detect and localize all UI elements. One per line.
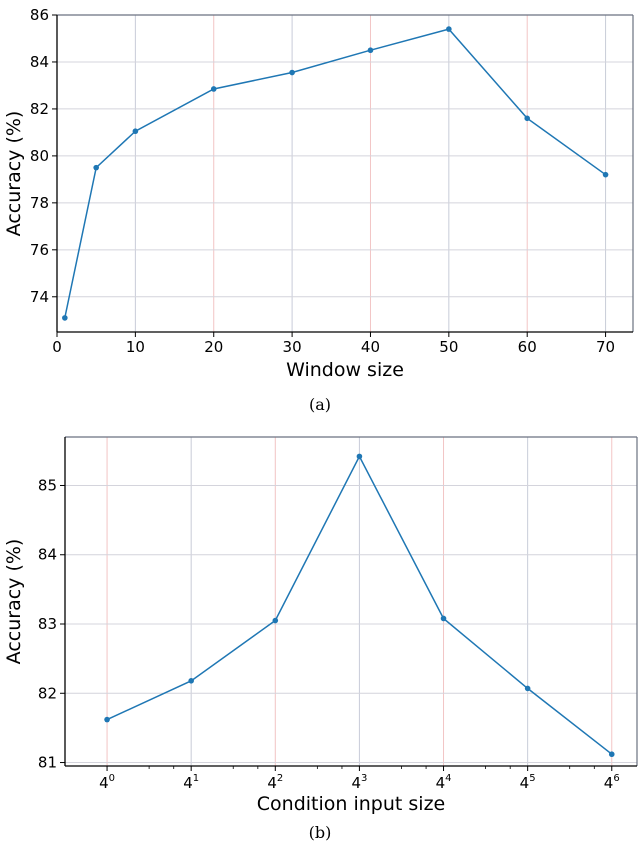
y-axis-label: Accuracy (%) <box>3 539 25 665</box>
y-tick-label: 83 <box>38 615 57 633</box>
y-tick-label: 82 <box>30 100 49 118</box>
data-point <box>289 69 295 76</box>
data-point <box>62 315 68 321</box>
x-tick-label: 70 <box>596 338 615 356</box>
data-point <box>93 164 99 171</box>
y-axis-label: Accuracy (%) <box>3 111 25 237</box>
x-tick-label: 30 <box>283 338 302 356</box>
data-point <box>440 615 447 622</box>
x-tick-label: 42 <box>267 773 283 792</box>
figure-caption: (a) <box>309 395 331 414</box>
x-tick-label: 46 <box>604 773 620 792</box>
x-tick-label: 0 <box>52 338 62 356</box>
x-tick-label: 45 <box>520 773 536 792</box>
data-point <box>524 115 531 122</box>
data-point <box>272 617 279 624</box>
x-axis-label: Condition input size <box>257 793 445 815</box>
y-tick-label: 84 <box>38 546 57 564</box>
chart-a: 0 10 20 30 40 50 60 70 74 76 78 80 82 84 86 Window size… <box>3 6 634 414</box>
y-tick-label: 84 <box>30 53 49 71</box>
data-point <box>367 47 374 54</box>
data-point <box>132 128 139 135</box>
data-point <box>210 86 217 92</box>
data-point <box>356 453 363 460</box>
y-tick-label: 81 <box>38 754 57 772</box>
y-tick-label: 80 <box>30 147 49 165</box>
y-tick-label: 85 <box>38 476 57 494</box>
data-point <box>446 26 452 32</box>
y-tick-label: 82 <box>38 684 57 702</box>
y-tick-label: 78 <box>30 194 49 212</box>
x-tick-label: 40 <box>99 773 115 792</box>
data-point <box>188 678 194 684</box>
chart-b: 40 41 42 43 44 45 46 81 82 83 84 85 Condition input … <box>3 436 638 842</box>
data-point <box>104 716 110 723</box>
x-axis-label: Window size <box>286 359 404 381</box>
y-tick-label: 86 <box>30 6 49 24</box>
y-tick-label: 74 <box>30 288 49 306</box>
x-tick-label: 50 <box>439 338 458 356</box>
data-point <box>602 171 609 178</box>
x-tick-label: 40 <box>361 338 380 356</box>
y-tick-label: 76 <box>30 241 49 259</box>
data-point <box>608 751 615 758</box>
x-tick-label: 43 <box>351 773 367 792</box>
series-line <box>64 28 607 319</box>
x-tick-label: 20 <box>204 338 223 356</box>
x-tick-label: 60 <box>518 338 537 356</box>
x-tick-label: 41 <box>183 773 199 792</box>
figure-caption: (b) <box>309 823 332 842</box>
data-point <box>524 685 531 692</box>
x-tick-label: 10 <box>126 338 145 356</box>
x-tick-label: 44 <box>436 773 452 792</box>
